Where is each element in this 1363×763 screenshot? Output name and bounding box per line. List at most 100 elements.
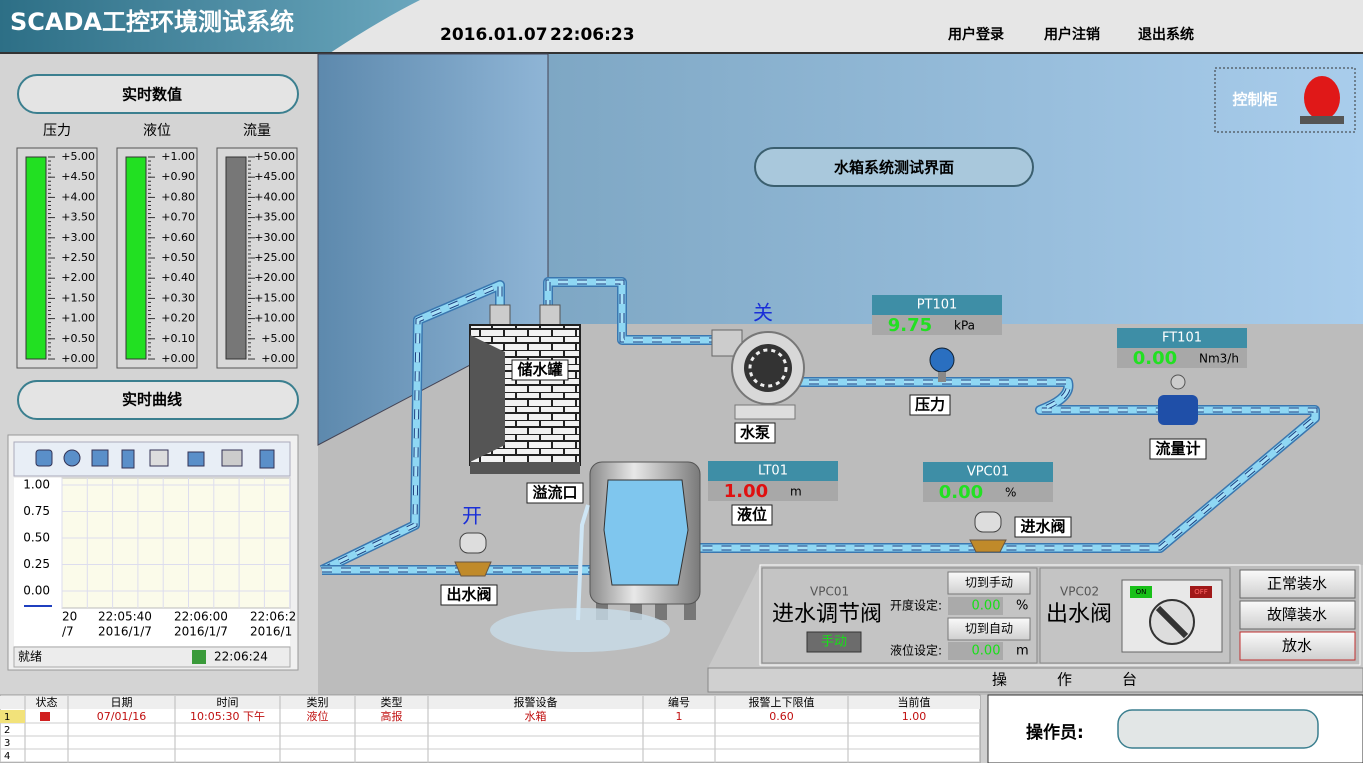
- console-title-bar: [707, 667, 1363, 693]
- flowmeter: [1158, 395, 1198, 425]
- valve-state: 开: [462, 504, 482, 528]
- tick-label: +45.00: [254, 170, 295, 183]
- tick-label: +2.50: [61, 251, 95, 264]
- tag-label: 出水阀: [446, 586, 491, 604]
- opening-value[interactable]: 0.00: [972, 599, 1001, 614]
- tag-box: [731, 504, 773, 526]
- tick-label: +0.40: [161, 271, 195, 284]
- tool-icon[interactable]: [35, 449, 53, 467]
- tag-label: 液位: [737, 506, 767, 524]
- x-tick-label: 22:06:2: [250, 610, 296, 624]
- tick-label: +20.00: [254, 271, 295, 284]
- section-title: 实时数值: [122, 86, 182, 104]
- cell: 液位: [307, 709, 329, 723]
- operator-field[interactable]: [1117, 709, 1319, 749]
- tick-label: +0.50: [61, 332, 95, 345]
- row-number: 3: [4, 738, 10, 749]
- tool-icon[interactable]: [63, 449, 81, 467]
- value-box[interactable]: [948, 597, 1003, 615]
- clock: 22:06:23: [550, 25, 635, 45]
- menu-item[interactable]: 退出系统: [1138, 26, 1194, 43]
- tank-base: [470, 462, 580, 474]
- button[interactable]: [1239, 569, 1356, 599]
- gauge-label: 压力: [43, 123, 71, 139]
- button-label[interactable]: 切到手动: [965, 576, 1013, 590]
- x-tick-label: 22:06:00: [174, 610, 228, 624]
- y-tick-label: 0.50: [23, 531, 50, 545]
- pipe-segments: [546, 280, 715, 342]
- tag-label: 水泵: [740, 424, 770, 442]
- tag-label: 储水罐: [517, 361, 562, 379]
- tool-icon[interactable]: [259, 449, 275, 469]
- button-label[interactable]: 放水: [1282, 637, 1312, 655]
- tool-icon[interactable]: [149, 449, 169, 467]
- valve-actuator: [974, 511, 1002, 533]
- pipe-core: [700, 378, 1319, 552]
- alarm-icon: [40, 712, 50, 721]
- tick-label: +0.70: [161, 211, 195, 224]
- tick-label: +1.00: [61, 312, 95, 325]
- button-label[interactable]: 切到自动: [965, 622, 1013, 636]
- off-label: OFF: [1194, 588, 1208, 596]
- menu-item[interactable]: 用户登录: [948, 26, 1004, 43]
- button[interactable]: [947, 617, 1031, 641]
- gauge-fill: [125, 156, 147, 360]
- tank-nozzle: [489, 304, 511, 328]
- unit: %: [1016, 599, 1028, 614]
- column-header: 日期: [111, 696, 133, 709]
- column-header: 时间: [217, 696, 239, 709]
- cell: 1: [676, 710, 683, 723]
- back-wall: [548, 54, 1363, 324]
- button[interactable]: [947, 571, 1031, 595]
- mode-label[interactable]: 手动: [821, 635, 847, 650]
- button[interactable]: [1239, 600, 1356, 630]
- tick-label: +1.50: [61, 291, 95, 304]
- pressure-gauge: [929, 347, 955, 373]
- field-label: 液位设定:: [890, 643, 942, 658]
- tag-box: [511, 359, 569, 381]
- tool-icon[interactable]: [187, 451, 205, 467]
- y-tick-label: 0.75: [23, 504, 50, 518]
- button-label[interactable]: 正常装水: [1267, 575, 1327, 593]
- gauge-fill: [225, 156, 247, 360]
- tank-window: [603, 479, 689, 586]
- row-number: 2: [4, 725, 10, 736]
- level-value[interactable]: 0.00: [972, 644, 1001, 659]
- tool-icon[interactable]: [121, 449, 135, 469]
- tick-label: +15.00: [254, 291, 295, 304]
- alarm-base: [1300, 116, 1344, 124]
- menu-item[interactable]: 用户注销: [1044, 26, 1100, 43]
- tank-nozzle: [539, 304, 561, 328]
- section-header: [17, 380, 299, 420]
- tag-box: [734, 422, 776, 444]
- button-label[interactable]: 故障装水: [1267, 606, 1327, 624]
- tag-box: [909, 394, 951, 416]
- tick-label: +0.60: [161, 231, 195, 244]
- tag-box: [526, 482, 584, 504]
- tick-label: +10.00: [254, 312, 295, 325]
- mode-indicator[interactable]: [806, 631, 862, 653]
- gauge-label: 流量: [243, 123, 271, 139]
- pipe-segments: [321, 282, 502, 572]
- pump-base: [734, 404, 796, 420]
- tick-label: +25.00: [254, 251, 295, 264]
- instrument-unit: kPa: [954, 319, 975, 333]
- tank-opening: [470, 335, 505, 462]
- on-indicator: [1130, 586, 1152, 598]
- cell: 高报: [381, 709, 403, 723]
- value-box[interactable]: [948, 642, 1003, 660]
- tag-label: 流量计: [1155, 440, 1200, 458]
- tick-label: +2.00: [61, 271, 95, 284]
- button[interactable]: [1239, 631, 1356, 661]
- y-tick-label: 0.25: [23, 557, 50, 571]
- tool-icon[interactable]: [221, 449, 243, 467]
- outlet-valve[interactable]: [454, 561, 492, 577]
- tank-leg: [684, 600, 696, 620]
- field-label: 开度设定:: [890, 598, 942, 613]
- cabinet-label[interactable]: 控制柜: [1232, 91, 1277, 109]
- instrument-tag: LT01: [758, 464, 788, 479]
- instrument-value: 0.00: [939, 482, 983, 503]
- tool-icon[interactable]: [91, 449, 109, 467]
- cabinet-box[interactable]: [1214, 67, 1356, 133]
- inlet-valve[interactable]: [969, 539, 1007, 553]
